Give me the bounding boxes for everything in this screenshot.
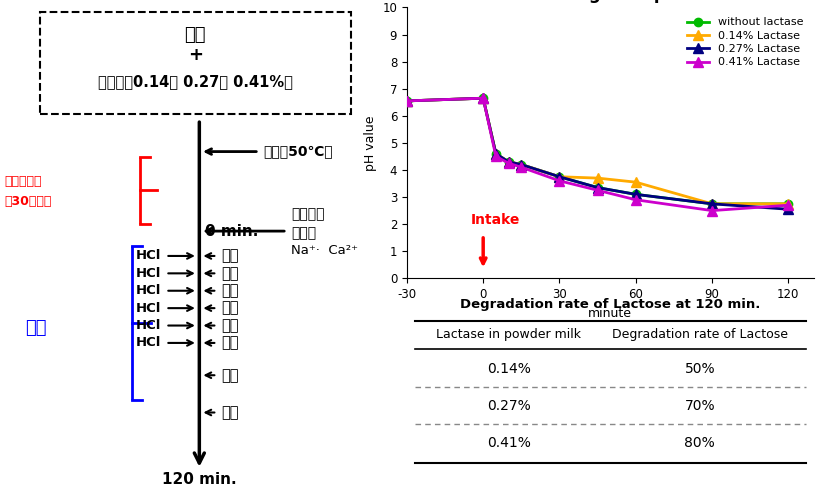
0.14% Lactase bbox=[504, 159, 514, 165]
0.27% Lactase bbox=[593, 184, 603, 190]
Text: 胃内: 胃内 bbox=[25, 319, 47, 337]
Text: HCl: HCl bbox=[136, 319, 161, 332]
without lactase bbox=[478, 95, 488, 101]
0.41% Lactase bbox=[593, 187, 603, 193]
0.41% Lactase bbox=[783, 202, 793, 208]
0.27% Lactase bbox=[630, 191, 640, 197]
0.14% Lactase bbox=[516, 162, 526, 167]
0.27% Lactase bbox=[491, 151, 501, 157]
without lactase bbox=[707, 201, 717, 207]
Text: 黏蛋白: 黏蛋白 bbox=[291, 227, 316, 241]
0.14% Lactase bbox=[478, 95, 488, 101]
Text: 80%: 80% bbox=[685, 436, 715, 450]
Text: 0.14%: 0.14% bbox=[487, 362, 530, 376]
Text: 70%: 70% bbox=[685, 399, 715, 414]
Line: without lactase: without lactase bbox=[403, 94, 792, 208]
Text: 0.41%: 0.41% bbox=[487, 436, 530, 450]
Text: Na⁺·  Ca²⁺: Na⁺· Ca²⁺ bbox=[291, 245, 358, 257]
Title: Change  of  pH: Change of pH bbox=[542, 0, 679, 3]
Text: 取样: 取样 bbox=[221, 405, 238, 420]
Line: 0.27% Lactase: 0.27% Lactase bbox=[402, 93, 793, 214]
0.27% Lactase bbox=[478, 95, 488, 101]
Text: Lactase in powder milk: Lactase in powder milk bbox=[436, 328, 581, 341]
without lactase bbox=[783, 201, 793, 207]
without lactase bbox=[402, 98, 412, 104]
0.27% Lactase bbox=[402, 98, 412, 104]
Text: 溶解至攟食: 溶解至攟食 bbox=[4, 175, 41, 188]
Text: Degradation rate of Lactose at 120 min.: Degradation rate of Lactose at 120 min. bbox=[460, 298, 760, 311]
0.27% Lactase bbox=[555, 174, 565, 180]
Text: +: + bbox=[188, 46, 203, 64]
Text: 取样: 取样 bbox=[221, 368, 238, 383]
0.41% Lactase bbox=[516, 165, 526, 170]
0.41% Lactase bbox=[504, 160, 514, 166]
without lactase bbox=[516, 162, 526, 167]
without lactase bbox=[630, 191, 640, 197]
Line: 0.14% Lactase: 0.14% Lactase bbox=[402, 93, 793, 209]
Text: 0.27%: 0.27% bbox=[487, 399, 530, 414]
0.41% Lactase bbox=[491, 154, 501, 160]
Text: 取样: 取样 bbox=[221, 335, 238, 350]
Text: HCl: HCl bbox=[136, 267, 161, 280]
Text: 0 min.: 0 min. bbox=[206, 224, 259, 239]
Text: 120 min.: 120 min. bbox=[162, 472, 237, 487]
0.27% Lactase bbox=[783, 206, 793, 212]
Text: Degradation rate of Lactose: Degradation rate of Lactose bbox=[612, 328, 787, 341]
Text: HCl: HCl bbox=[136, 302, 161, 315]
Text: 50%: 50% bbox=[685, 362, 715, 376]
0.41% Lactase bbox=[478, 95, 488, 101]
Text: HCl: HCl bbox=[136, 249, 161, 262]
Line: 0.41% Lactase: 0.41% Lactase bbox=[402, 93, 793, 216]
0.41% Lactase bbox=[402, 98, 412, 104]
Y-axis label: pH value: pH value bbox=[364, 115, 376, 170]
Text: 取样: 取样 bbox=[221, 266, 238, 281]
without lactase bbox=[555, 174, 565, 180]
Text: Intake: Intake bbox=[470, 213, 520, 227]
0.14% Lactase bbox=[593, 175, 603, 181]
0.14% Lactase bbox=[491, 151, 501, 157]
0.27% Lactase bbox=[707, 201, 717, 207]
without lactase bbox=[593, 184, 603, 190]
Text: （30分钟）: （30分钟） bbox=[4, 195, 51, 208]
0.14% Lactase bbox=[707, 201, 717, 207]
Text: 胃蛋白醂: 胃蛋白醂 bbox=[291, 207, 325, 221]
0.14% Lactase bbox=[555, 174, 565, 180]
0.14% Lactase bbox=[402, 98, 412, 104]
Text: 取样: 取样 bbox=[221, 248, 238, 263]
X-axis label: minute: minute bbox=[589, 307, 632, 320]
Text: 热水（50℃）: 热水（50℃） bbox=[263, 145, 333, 159]
0.41% Lactase bbox=[630, 197, 640, 203]
Legend: without lactase, 0.14% Lactase, 0.27% Lactase, 0.41% Lactase: without lactase, 0.14% Lactase, 0.27% La… bbox=[683, 13, 808, 72]
0.41% Lactase bbox=[555, 178, 565, 184]
Text: 奶粉: 奶粉 bbox=[185, 26, 206, 44]
Text: 取样: 取样 bbox=[221, 318, 238, 333]
Text: HCl: HCl bbox=[136, 336, 161, 349]
0.27% Lactase bbox=[504, 159, 514, 165]
0.14% Lactase bbox=[630, 179, 640, 185]
0.27% Lactase bbox=[516, 162, 526, 167]
without lactase bbox=[491, 151, 501, 157]
Text: 取样: 取样 bbox=[221, 301, 238, 316]
0.14% Lactase bbox=[783, 201, 793, 207]
0.41% Lactase bbox=[707, 208, 717, 214]
Text: HCl: HCl bbox=[136, 284, 161, 297]
Text: 乳糖醂（0.14、 0.27、 0.41%）: 乳糖醂（0.14、 0.27、 0.41%） bbox=[98, 75, 293, 89]
Text: 取样: 取样 bbox=[221, 283, 238, 298]
without lactase bbox=[504, 159, 514, 165]
